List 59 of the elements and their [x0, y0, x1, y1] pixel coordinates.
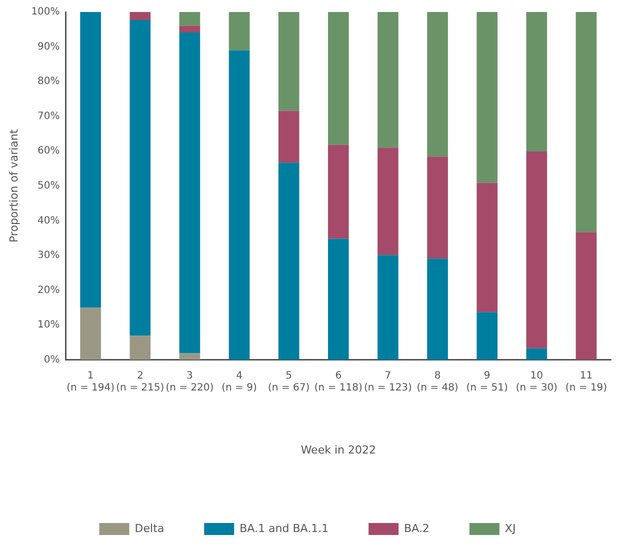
bar: [278, 110, 300, 163]
y-tick-label: 70%: [38, 110, 60, 122]
bar: [378, 148, 398, 256]
y-tick-label: 30%: [38, 250, 60, 262]
bar: [179, 353, 200, 360]
x-tick-label: 3 (n = 220): [166, 370, 214, 394]
bar: [130, 12, 151, 20]
bar: [427, 156, 448, 259]
legend-label: BA.2: [404, 522, 430, 535]
bar: [80, 12, 101, 308]
x-axis-title: Week in 2022: [300, 443, 376, 456]
x-tick-label: 1 (n = 194): [66, 370, 115, 394]
bar: [179, 12, 200, 26]
x-tick-label: 7 (n = 123): [364, 370, 412, 394]
legend-label: Delta: [134, 522, 164, 535]
x-tick-label: 8 (n = 48): [416, 370, 458, 394]
bar: [228, 12, 250, 50]
bar: [278, 12, 300, 111]
y-tick-label: 60%: [38, 146, 60, 157]
bar: [476, 12, 498, 183]
bar: [427, 12, 448, 157]
y-tick-label: 90%: [38, 41, 60, 52]
bar: [427, 258, 448, 360]
bar: [328, 238, 349, 360]
y-tick-label: 10%: [38, 320, 60, 331]
y-tick-label: 40%: [38, 215, 60, 226]
x-tick-label: 10 (n = 30): [516, 370, 558, 394]
legend-label: XJ: [504, 522, 516, 535]
bar: [328, 12, 349, 145]
bar: [378, 12, 398, 148]
x-tick-label: 9 (n = 51): [466, 370, 508, 394]
bar: [278, 162, 300, 360]
bar: [526, 151, 548, 348]
x-tick-label: 4 (n = 9): [222, 370, 257, 394]
bar: [576, 12, 597, 232]
bar: [526, 12, 548, 152]
bar: [378, 255, 398, 360]
bar: [576, 232, 597, 360]
x-tick-label: 6 (n = 118): [314, 370, 362, 394]
y-axis-title: Proportion of variant: [7, 128, 20, 243]
y-tick-label: 100%: [31, 6, 60, 18]
bar: [228, 50, 250, 360]
bar: [80, 308, 101, 360]
bar: [476, 182, 498, 312]
legend-label: BA.1 and BA.1.1: [240, 522, 329, 535]
y-tick-label: 80%: [38, 76, 60, 88]
bar: [130, 336, 151, 360]
y-tick-label: 50%: [38, 180, 60, 192]
bar: [328, 144, 349, 239]
bar: [179, 26, 200, 33]
bar: [130, 20, 151, 336]
x-tick-label: 11 (n = 19): [565, 370, 608, 394]
y-tick-label: 20%: [38, 284, 60, 296]
y-tick-label: 0%: [44, 354, 60, 366]
bar: [526, 348, 548, 360]
x-tick-label: 5 (n = 67): [268, 370, 310, 394]
bar: [179, 32, 200, 354]
x-tick-label: 2 (n = 215): [116, 370, 164, 394]
bar: [476, 312, 498, 360]
